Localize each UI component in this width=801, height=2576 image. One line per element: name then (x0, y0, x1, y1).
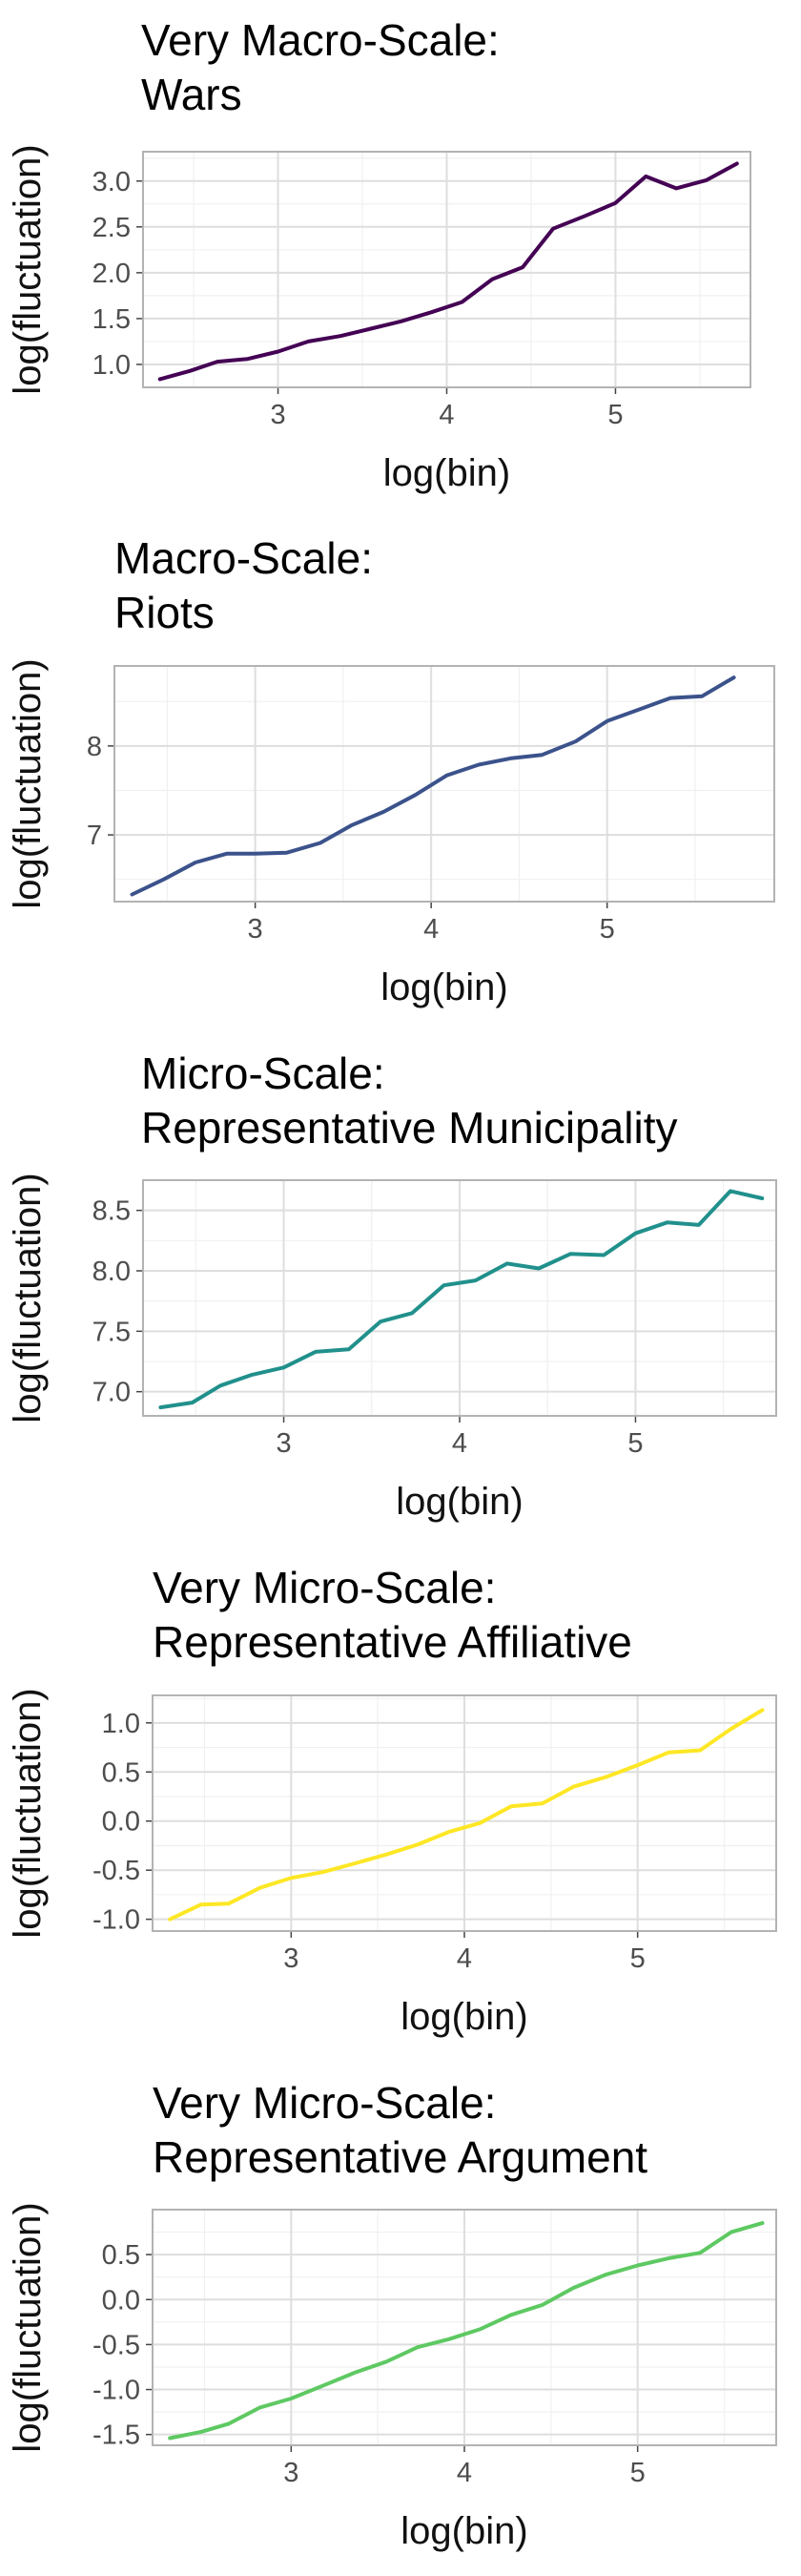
chart-title-line-1: Very Micro-Scale: (153, 2078, 496, 2128)
chart-title-line-2: Wars (141, 70, 242, 119)
x-axis-title: log(bin) (400, 2510, 527, 2552)
panel-5: Very Micro-Scale:Representative Argument… (7, 2078, 777, 2552)
y-tick-label: 2.0 (92, 259, 131, 289)
x-tick-label: 3 (248, 914, 263, 945)
series-line (130, 675, 736, 897)
y-tick-label: 7.5 (92, 1317, 131, 1347)
chart-title-line-2: Riots (114, 588, 215, 637)
panel-2: Macro-Scale: Riots 3 4 5 7 8 log(bin) log(fluctu… (7, 533, 775, 1008)
x-tick-label: 4 (457, 1943, 472, 1974)
panel-border (152, 1694, 777, 1932)
x-axis-title: log(bin) (383, 452, 510, 494)
x-tick-label: 4 (439, 400, 454, 430)
y-axis-title: log(fluctuation) (7, 658, 49, 908)
y-axis-title: log(fluctuation) (7, 144, 49, 394)
x-tick-label: 5 (607, 400, 623, 430)
x-tick-label: 4 (457, 2458, 472, 2488)
panel-border (142, 151, 751, 388)
series-line (158, 1189, 765, 1410)
series-line (157, 161, 739, 382)
y-tick-label: 0.5 (102, 1757, 140, 1788)
series-line (168, 2221, 765, 2441)
y-tick-label: 8.5 (92, 1196, 131, 1227)
chart-title-line-1: Very Macro-Scale: (141, 15, 500, 65)
y-tick-label: 7.0 (92, 1378, 131, 1408)
chart-title-line-1: Very Micro-Scale: (153, 1563, 496, 1612)
x-tick-label: 4 (423, 914, 439, 945)
chart-title-line-1: Micro-Scale: (141, 1049, 385, 1098)
chart-title-line-2: Representative Argument (153, 2132, 647, 2182)
x-tick-label: 3 (283, 1943, 298, 1974)
panel-4: Very Micro-Scale: Representative Affiliat… (7, 1563, 777, 2038)
y-tick-label: 2.5 (92, 213, 131, 243)
y-tick-label: 1.0 (92, 350, 131, 381)
y-tick-label: 1.5 (92, 304, 131, 335)
y-tick-label: 0.5 (102, 2240, 140, 2271)
y-tick-label: 0.0 (102, 1807, 140, 1838)
x-tick-label: 3 (276, 1428, 291, 1459)
chart-title-line-2: Representative Affiliative (153, 1617, 632, 1667)
x-tick-label: 3 (270, 400, 285, 430)
x-tick-label: 5 (630, 1943, 646, 1974)
x-tick-label: 3 (283, 2458, 298, 2488)
panel-border (113, 665, 775, 903)
chart-title-line-2: Representative Municipality (141, 1103, 678, 1153)
y-tick-label: -0.5 (92, 1856, 140, 1886)
x-tick-label: 5 (600, 914, 615, 945)
y-tick-label: -1.0 (92, 2376, 140, 2406)
y-tick-label: 8.0 (92, 1257, 131, 1287)
y-tick-label: 8 (87, 732, 102, 762)
y-tick-label: 7 (87, 821, 102, 851)
panel-1: Very Macro-Scale: Wars 3 4 5 1.0 1.5 2.0 2.5 3.0 l… (7, 15, 751, 494)
y-tick-label: -0.5 (92, 2330, 140, 2360)
x-axis-title: log(bin) (380, 966, 507, 1008)
x-tick-label: 4 (452, 1428, 467, 1459)
y-tick-label: 0.0 (102, 2285, 140, 2316)
series-line (168, 1708, 765, 1922)
panel-3: Micro-Scale: Representative Municipality 3… (7, 1049, 777, 1523)
y-axis-title: log(fluctuation) (7, 1173, 49, 1423)
y-tick-label: 1.0 (102, 1709, 140, 1739)
y-tick-label: -1.0 (92, 1905, 140, 1936)
x-tick-label: 5 (630, 2458, 646, 2488)
x-tick-label: 5 (627, 1428, 643, 1459)
x-axis-title: log(bin) (400, 1996, 527, 2038)
x-axis-title: log(bin) (396, 1481, 523, 1523)
chart-title-line-1: Macro-Scale: (114, 533, 373, 583)
panel-border (142, 1179, 777, 1417)
y-tick-label: -1.5 (92, 2420, 140, 2451)
y-axis-title: log(fluctuation) (7, 1688, 49, 1938)
y-tick-label: 3.0 (92, 167, 131, 197)
y-axis-title: log(fluctuation) (7, 2202, 49, 2452)
panel-border (152, 2209, 777, 2446)
